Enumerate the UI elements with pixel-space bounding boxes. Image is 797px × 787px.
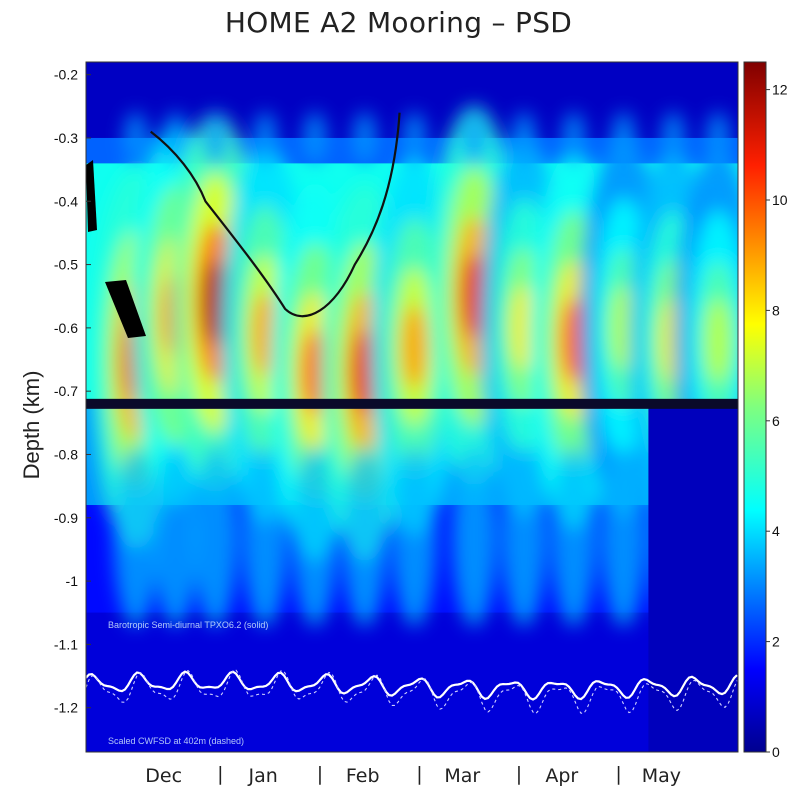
deep-streak (601, 446, 646, 627)
plot-frame (85, 61, 739, 753)
deep-streak (392, 446, 437, 627)
dashed-line-annotation: Scaled CWFSD at 402m (dashed) (108, 736, 244, 746)
y-tick-label: -0.6 (54, 320, 78, 336)
heatmap-field (86, 62, 738, 752)
colorbar-tick-label: 0 (772, 744, 780, 760)
contour-line (150, 112, 401, 318)
month-label: Apr (545, 765, 578, 787)
surface-streak (163, 111, 188, 164)
month-separator: | (416, 763, 422, 785)
psd-peak-blob (705, 298, 732, 383)
surface-streak (661, 111, 686, 164)
deep-streak (452, 446, 497, 627)
psd-peak-blob (401, 304, 428, 389)
surface-streak (203, 111, 228, 164)
y-tick-label: -0.7 (54, 383, 78, 399)
data-gap-mark (105, 280, 146, 338)
month-separator: | (615, 763, 621, 785)
colorbar-tick-label: 2 (772, 634, 780, 650)
y-tick-label: -1.1 (54, 636, 78, 652)
y-tick-label: -0.5 (54, 257, 78, 273)
y-tick-label: -1 (66, 573, 79, 589)
y-tick-label: -0.2 (54, 67, 78, 83)
psd-blobs (91, 106, 738, 627)
deep-streak (113, 446, 158, 627)
surface-streak (302, 111, 327, 164)
data-gap-mark (86, 160, 97, 232)
surface-streak (561, 111, 586, 164)
y-tick-label: -0.8 (54, 446, 78, 462)
deep-streak (551, 446, 596, 627)
y-tick-label: -0.3 (54, 130, 78, 146)
colorbar-tick-label: 12 (772, 82, 788, 98)
colorbar (743, 61, 767, 753)
month-label: Jan (248, 765, 278, 787)
cwfsd-dashed-line (86, 669, 738, 715)
colorbar-tick-label: 6 (772, 413, 780, 429)
colorbar-tick-label: 8 (772, 302, 780, 318)
month-label: Feb (346, 765, 380, 787)
surface-streak (352, 111, 377, 164)
x-axis-months: Dec | Jan | Feb | Mar | Apr | May (145, 763, 681, 787)
overlay-lines (86, 112, 738, 715)
month-separator: | (516, 763, 522, 785)
y-tick-label: -1.2 (54, 700, 78, 716)
month-label: Dec (145, 765, 182, 787)
deep-streak (193, 446, 238, 627)
no-data-region (648, 403, 738, 752)
month-separator: | (317, 763, 323, 785)
month-separator: | (217, 763, 223, 785)
y-tick-label: -0.4 (54, 193, 78, 209)
chart-title: HOME A2 Mooring – PSD (224, 6, 573, 39)
y-axis-ticks: -0.2 -0.3 -0.4 -0.5 -0.6 -0.7 -0.8 -0.9 -1 -1.1 -1… (54, 67, 91, 716)
colorbar-tick-label: 4 (772, 523, 780, 539)
surface-streak (611, 111, 636, 164)
deep-streak (501, 446, 546, 627)
surface-streak (462, 111, 487, 164)
colorbar-ticks: 0 2 4 6 8 10 12 (766, 82, 788, 760)
deep-streak (243, 446, 288, 627)
colorbar-tick-label: 10 (772, 192, 788, 208)
surface-streak (123, 111, 148, 164)
y-tick-label: -0.9 (54, 510, 78, 526)
surface-streak (402, 111, 427, 164)
solid-line-annotation: Barotropic Semi-diurnal TPXO6.2 (solid) (108, 620, 268, 630)
deep-streak (292, 446, 337, 627)
month-label: May (642, 765, 681, 787)
surface-streak (511, 111, 536, 164)
deep-streak (153, 446, 198, 627)
surface-streak (706, 111, 731, 164)
month-label: Mar (444, 765, 480, 787)
masked-depth-band (86, 398, 738, 409)
surface-streak (253, 111, 278, 164)
deep-streak (342, 446, 387, 627)
